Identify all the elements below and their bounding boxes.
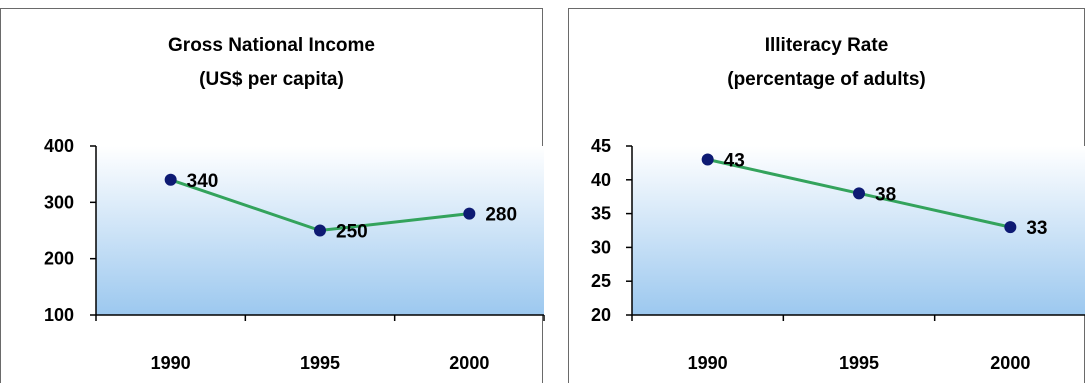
data-label: 280 bbox=[485, 205, 517, 226]
y-tick-label: 20 bbox=[591, 305, 611, 325]
y-tick-label: 40 bbox=[591, 170, 611, 190]
data-label: 250 bbox=[336, 222, 368, 243]
data-point bbox=[314, 224, 326, 237]
data-point bbox=[853, 187, 865, 200]
data-label: 43 bbox=[724, 151, 745, 172]
data-point bbox=[164, 173, 177, 186]
chart-title: Gross National Income bbox=[168, 35, 375, 56]
data-point bbox=[701, 153, 714, 166]
data-point bbox=[1004, 221, 1017, 234]
data-label: 33 bbox=[1026, 218, 1047, 239]
data-point bbox=[463, 207, 476, 220]
y-tick-label: 45 bbox=[591, 136, 611, 156]
y-tick-label: 30 bbox=[591, 237, 611, 257]
y-tick-label: 200 bbox=[44, 249, 74, 269]
chart-subtitle: (US$ per capita) bbox=[199, 69, 344, 90]
chart-title: Illiteracy Rate bbox=[764, 35, 889, 56]
y-tick-label: 400 bbox=[44, 136, 74, 156]
x-tick-label: 1990 bbox=[688, 353, 728, 373]
gni-chart-panel: Gross National Income (US$ per capita) 1… bbox=[0, 8, 545, 383]
gni-line-chart: 100 200 300 400 1990 1995 2000 340 250 280 bbox=[44, 136, 545, 373]
x-tick-label: 1990 bbox=[151, 353, 191, 373]
y-tick-label: 300 bbox=[44, 192, 74, 212]
illiteracy-line-chart: 20 25 30 35 40 45 1990 1995 2000 43 38 33 bbox=[591, 136, 1085, 373]
y-tick-label: 25 bbox=[591, 271, 611, 291]
illiteracy-chart-panel: Illiteracy Rate (percentage of adults) 2… bbox=[568, 8, 1085, 383]
x-tick-label: 1995 bbox=[300, 353, 340, 373]
x-tick-label: 2000 bbox=[990, 353, 1030, 373]
plot-area bbox=[632, 146, 1085, 315]
x-tick-label: 1995 bbox=[839, 353, 879, 373]
data-label: 38 bbox=[875, 184, 896, 205]
x-tick-label: 2000 bbox=[449, 353, 489, 373]
y-tick-label: 100 bbox=[44, 305, 74, 325]
y-tick-label: 35 bbox=[591, 204, 611, 224]
data-label: 340 bbox=[187, 171, 219, 192]
chart-subtitle: (percentage of adults) bbox=[727, 69, 926, 90]
